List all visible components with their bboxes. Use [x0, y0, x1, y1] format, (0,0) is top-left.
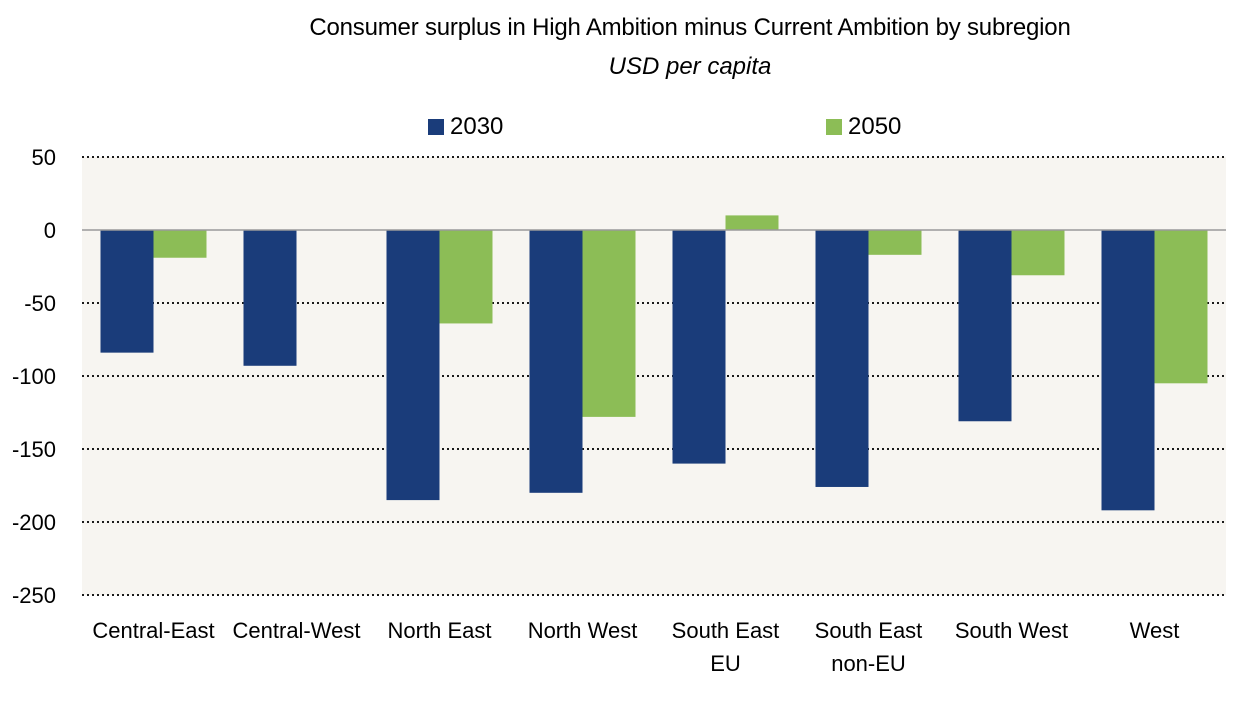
bar-2030 [1101, 230, 1155, 511]
chart-subtitle: USD per capita [608, 53, 772, 80]
bars [100, 215, 1208, 511]
legend-label-2030: 2030 [450, 113, 504, 140]
bar-2030 [529, 230, 583, 493]
gridlines [82, 156, 1226, 596]
bar-2030 [815, 230, 869, 487]
y-tick-label: 0 [44, 218, 56, 243]
x-category-label: non-EU [831, 651, 906, 676]
legend-item-2050: 2050 [826, 113, 901, 141]
y-tick-label: -250 [12, 583, 56, 608]
x-category-label: West [1130, 618, 1180, 643]
bar-2050 [582, 230, 636, 417]
bar-2030 [386, 230, 440, 501]
bar-2030 [672, 230, 726, 464]
x-category-label: North West [528, 618, 638, 643]
bar-2050 [1011, 230, 1065, 276]
legend-swatch-2030 [428, 119, 444, 135]
chart-title: Consumer surplus in High Ambition minus … [309, 14, 1071, 41]
x-category-label: South West [955, 618, 1068, 643]
x-category-label: South East [672, 618, 780, 643]
y-tick-label: -50 [24, 291, 56, 316]
legend-swatch-2050 [826, 119, 842, 135]
bar-2050 [439, 230, 493, 324]
bar-2050 [725, 215, 779, 230]
bar-2050 [1154, 230, 1208, 384]
x-category-label: Central-East [92, 618, 214, 643]
x-category-label: North East [388, 618, 492, 643]
bar-2030 [243, 230, 297, 366]
x-category-label: EU [710, 651, 741, 676]
bar-2030 [100, 230, 154, 353]
x-category-label: South East [815, 618, 923, 643]
legend-item-2030: 2030 [428, 113, 503, 141]
bar-2030 [958, 230, 1012, 422]
x-category-label: Central-West [233, 618, 361, 643]
y-tick-label: 50 [32, 145, 56, 170]
x-axis-categories: Central-East Central-West North East North … [92, 618, 1179, 676]
bar-2050 [868, 230, 922, 255]
bar-2050 [153, 230, 207, 258]
y-axis-ticks: 50 0 -50 -100 -150 -200 -250 [12, 145, 56, 608]
legend-label-2050: 2050 [848, 113, 902, 140]
y-tick-label: -200 [12, 510, 56, 535]
y-tick-label: -100 [12, 364, 56, 389]
y-tick-label: -150 [12, 437, 56, 462]
